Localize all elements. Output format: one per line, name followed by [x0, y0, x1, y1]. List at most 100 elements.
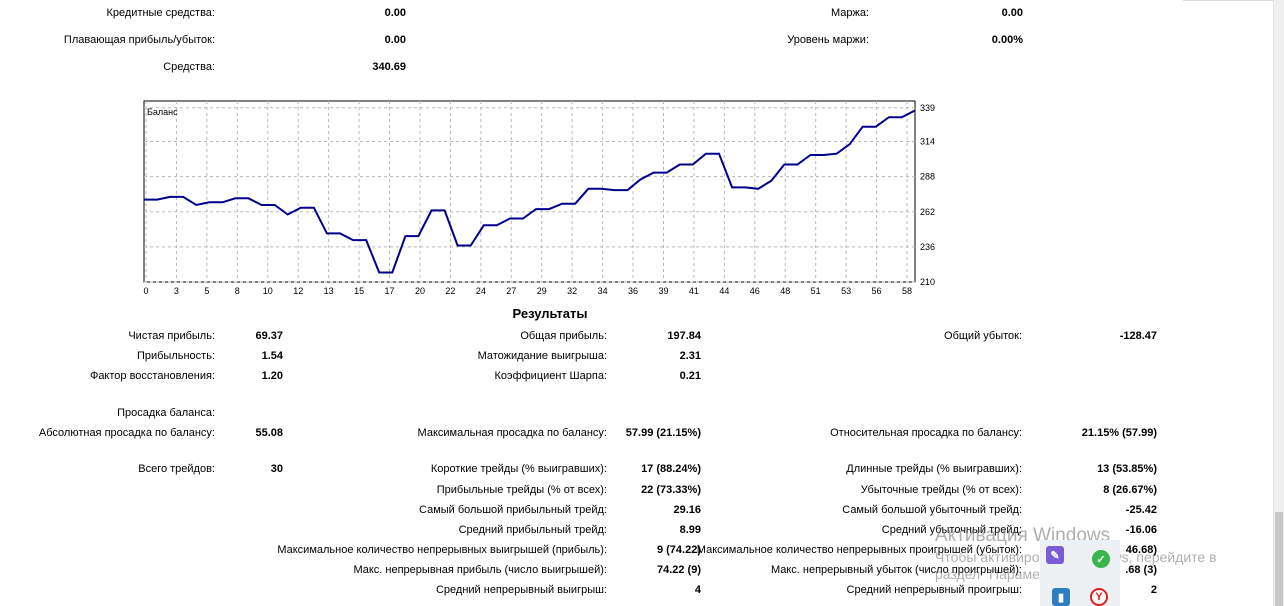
max-consec-loss-label: Макс. непрерывный убыток (число проигрыш… [770, 564, 1022, 576]
avg-profit-value: 8.99 [679, 524, 701, 536]
y-tick-label: 236 [920, 242, 935, 252]
recovery-factor-label: Фактор восстановления: [89, 370, 215, 382]
x-tick-label: 29 [537, 286, 547, 296]
x-tick-label: 24 [476, 286, 486, 296]
pen-icon[interactable]: ✎ [1046, 546, 1064, 564]
check-shield-icon[interactable]: ✓ [1092, 550, 1110, 568]
plot-frame [143, 100, 916, 283]
equity-value: 340.69 [372, 61, 406, 73]
max-consec-wins-value: 9 (74.22) [656, 544, 701, 556]
rel-drawdown-value: 21.15% (57.99) [1081, 427, 1157, 439]
gross-profit-label: Общая прибыль: [520, 330, 607, 342]
max-consec-losses-value: 46.68) [1125, 544, 1157, 556]
profit-factor-value: 1.54 [261, 350, 283, 362]
system-tray-popup: ✎ ✓ ▮ Y [1040, 540, 1120, 606]
y-tick-label: 314 [920, 137, 935, 147]
x-tick-label: 58 [902, 286, 912, 296]
x-tick-label: 5 [204, 286, 209, 296]
long-trades-label: Длинные трейды (% выигравших): [846, 463, 1022, 475]
max-consec-wins-label: Максимальное количество непрерывных выиг… [277, 544, 607, 556]
avg-consec-losses-label: Средний непрерывный проигрыш: [846, 584, 1022, 596]
x-tick-label: 44 [719, 286, 729, 296]
credit-label: Кредитные средства: [106, 7, 215, 19]
scrollbar-thumb[interactable] [1275, 512, 1283, 606]
drawdown-header: Просадка баланса: [117, 407, 215, 419]
x-tick-label: 20 [415, 286, 425, 296]
largest-profit-value: 29.16 [673, 504, 701, 516]
largest-loss-label: Самый большой убыточный трейд: [842, 504, 1022, 516]
x-tick-label: 8 [235, 286, 240, 296]
margin-label: Маржа: [830, 7, 869, 19]
margin-level-label: Уровень маржи: [787, 34, 869, 46]
x-tick-label: 51 [811, 286, 821, 296]
avg-consec-losses-value: 2 [1150, 584, 1157, 596]
yandex-icon[interactable]: Y [1090, 588, 1108, 606]
sharpe-value: 0.21 [679, 370, 701, 382]
top-divider [1183, 0, 1273, 1]
x-tick-label: 36 [628, 286, 638, 296]
x-tick-label: 15 [354, 286, 364, 296]
x-tick-label: 56 [872, 286, 882, 296]
y-tick-label: 339 [920, 103, 935, 113]
x-tick-label: 0 [143, 286, 148, 296]
profit-trades-value: 22 (73.33%) [641, 484, 701, 496]
x-tick-label: 46 [750, 286, 760, 296]
recovery-factor-value: 1.20 [261, 370, 283, 382]
gross-loss-label: Общий убыток: [944, 330, 1022, 342]
total-trades-label: Всего трейдов: [138, 463, 215, 475]
y-tick-label: 262 [920, 207, 935, 217]
results-title: Результаты [512, 306, 588, 321]
balance-line [144, 109, 916, 274]
net-profit-value: 69.37 [255, 330, 283, 342]
x-tick-label: 39 [658, 286, 668, 296]
chart-title: Баланс [147, 107, 178, 117]
balance-chart: 0 3 5 8 10 12 13 15 17 20 22 24 27 29 32 34 36 39 41 44 46 48… [140, 100, 940, 300]
total-trades-value: 30 [270, 463, 283, 475]
expected-payoff-value: 2.31 [679, 350, 701, 362]
credit-value: 0.00 [384, 7, 406, 19]
margin-value: 0.00 [1001, 7, 1023, 19]
x-tick-label: 32 [567, 286, 577, 296]
short-trades-value: 17 (88.24%) [641, 463, 701, 475]
largest-profit-label: Самый большой прибыльный трейд: [419, 504, 607, 516]
max-drawdown-label: Максимальная просадка по балансу: [417, 427, 607, 439]
profit-factor-label: Прибыльность: [136, 350, 215, 362]
loss-trades-value: 8 (26.67%) [1103, 484, 1157, 496]
x-tick-label: 17 [385, 286, 395, 296]
max-consec-losses-label: Максимальное количество непрерывных прои… [696, 544, 1022, 556]
x-tick-label: 10 [263, 286, 273, 296]
abs-drawdown-value: 55.08 [255, 427, 283, 439]
max-drawdown-value: 57.99 (21.15%) [625, 427, 701, 439]
gross-loss-value: -128.47 [1119, 330, 1157, 342]
x-tick-label: 3 [174, 286, 179, 296]
avg-loss-value: -16.06 [1125, 524, 1157, 536]
expected-payoff-label: Матожидание выигрыша: [477, 350, 607, 362]
abs-drawdown-label: Абсолютная просадка по балансу: [38, 427, 215, 439]
x-tick-label: 12 [293, 286, 303, 296]
y-tick-label: 288 [920, 172, 935, 182]
max-consec-profit-label: Макс. непрерывная прибыль (число выигрыш… [353, 564, 607, 576]
x-tick-label: 22 [445, 286, 455, 296]
equity-label: Средства: [163, 61, 215, 73]
x-tick-label: 13 [324, 286, 334, 296]
sharpe-label: Коэффициент Шарпа: [494, 370, 607, 382]
network-icon[interactable]: ▮ [1052, 588, 1070, 606]
x-tick-label: 53 [841, 286, 851, 296]
loss-trades-label: Убыточные трейды (% от всех): [860, 484, 1022, 496]
x-tick-label: 48 [780, 286, 790, 296]
balance-chart-svg: 0 3 5 8 10 12 13 15 17 20 22 24 27 29 32 34 36 39 41 44 46 48… [143, 100, 935, 296]
profit-trades-label: Прибыльные трейды (% от всех): [436, 484, 607, 496]
x-tick-label: 34 [598, 286, 608, 296]
long-trades-value: 13 (53.85%) [1097, 463, 1157, 475]
net-profit-label: Чистая прибыль: [128, 330, 215, 342]
x-tick-label: 27 [506, 286, 516, 296]
short-trades-label: Короткие трейды (% выигравших): [430, 463, 607, 475]
avg-profit-label: Средний прибыльный трейд: [458, 524, 607, 536]
avg-consec-wins-label: Средний непрерывный выигрыш: [435, 584, 607, 596]
gross-profit-value: 197.84 [667, 330, 701, 342]
margin-level-value: 0.00% [991, 34, 1023, 46]
y-tick-label: 210 [920, 277, 935, 287]
x-tick-label: 41 [689, 286, 699, 296]
vertical-scrollbar[interactable] [1273, 0, 1284, 606]
rel-drawdown-label: Относительная просадка по балансу: [830, 427, 1022, 439]
